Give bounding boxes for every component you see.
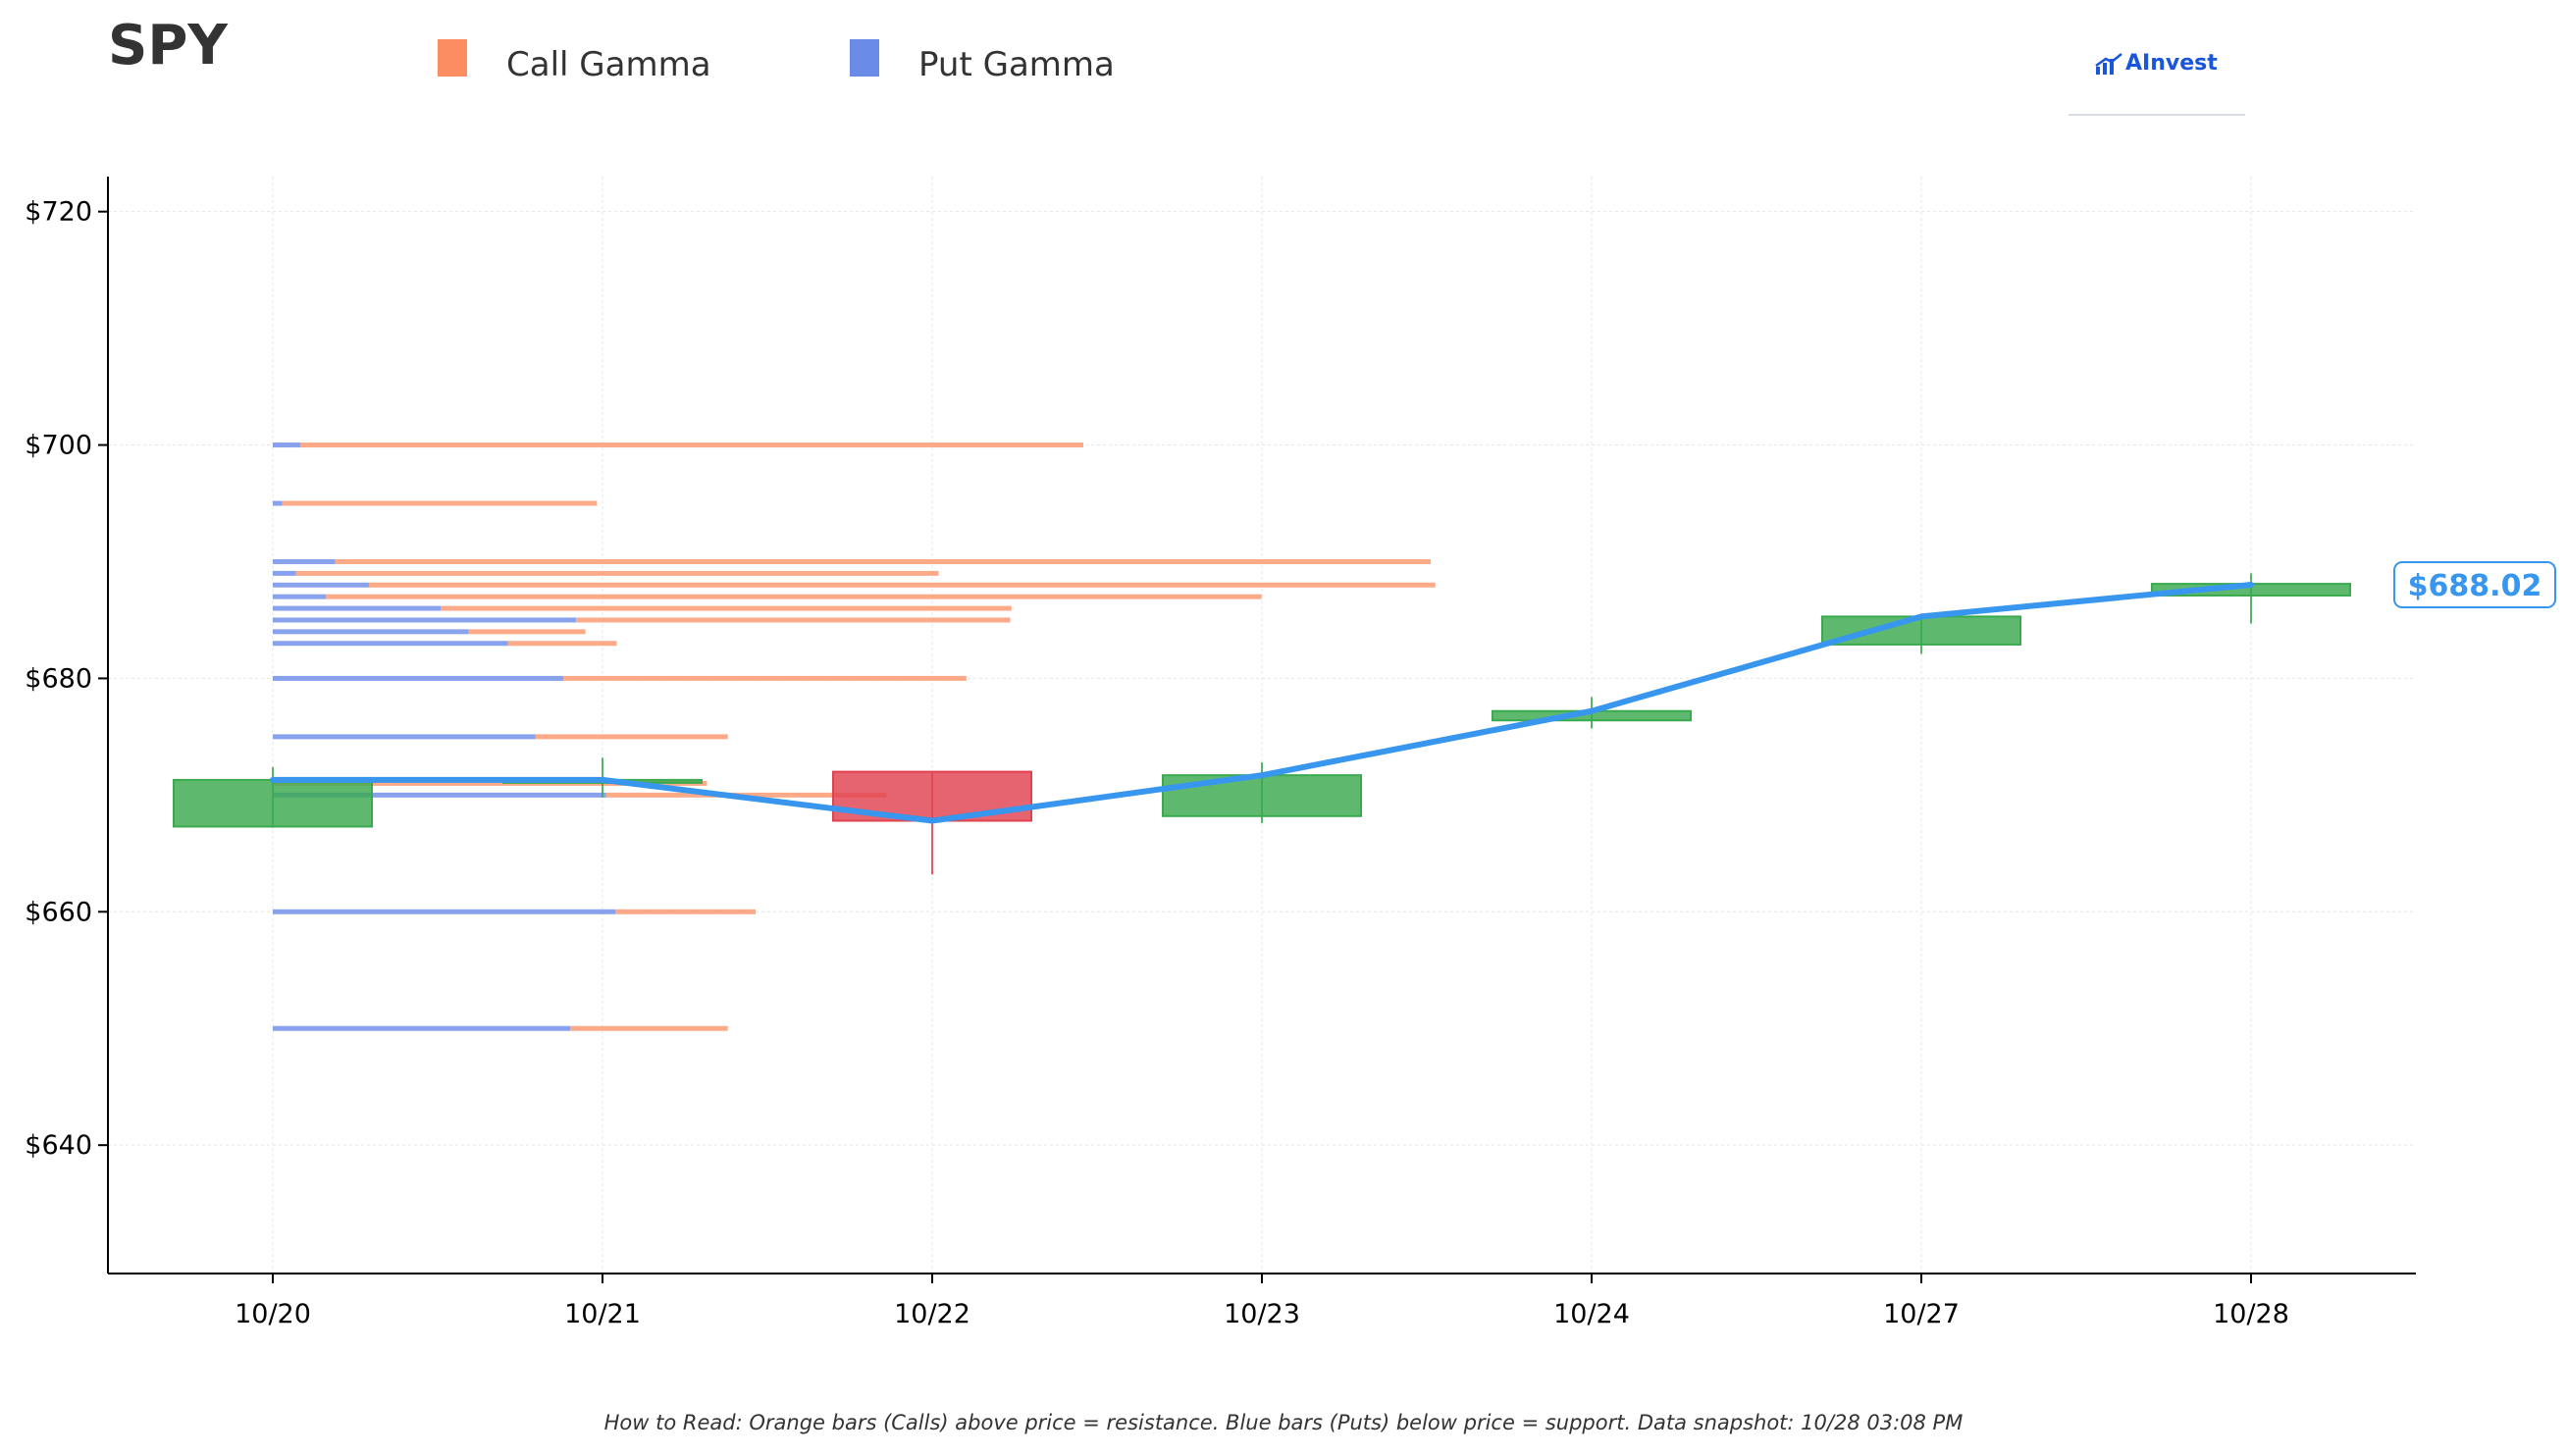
put-gamma-bar (273, 1025, 571, 1031)
candle-body (173, 778, 373, 828)
put-gamma-bar (273, 675, 564, 681)
put-gamma-bar (273, 792, 606, 798)
put-gamma-bar (273, 570, 296, 576)
call-gamma-legend-swatch (438, 39, 467, 77)
logo-chart-icon (2095, 53, 2122, 75)
x-tick-label: 10/28 (2213, 1299, 2289, 1329)
logo-text: AInvest (2125, 51, 2218, 76)
put-gamma-bar (273, 500, 283, 506)
call-gamma-bar (273, 780, 707, 786)
x-tick-label: 10/24 (1553, 1299, 1630, 1329)
put-gamma-bar (273, 582, 369, 588)
y-tick-label: $640 (25, 1130, 92, 1161)
call-gamma-legend-label: Call Gamma (506, 45, 711, 84)
candle-body (1162, 774, 1362, 817)
call-gamma-bar (326, 594, 1262, 599)
x-tick-label: 10/23 (1224, 1299, 1300, 1329)
put-gamma-bar (273, 558, 336, 564)
y-tick-label: $700 (25, 431, 92, 461)
call-gamma-bar (368, 582, 1436, 588)
last-price-label: $688.02 (2408, 569, 2542, 603)
axes: $640 $660 $680 $700 $720 10/20 10/21 10/22 10/23… (25, 177, 2416, 1329)
put-gamma-bar (273, 605, 442, 611)
x-tick-label: 10/27 (1883, 1299, 1960, 1329)
put-gamma-bar (273, 909, 616, 914)
call-gamma-bar (615, 909, 757, 914)
y-tick-label: $680 (25, 663, 92, 694)
y-tick-label: $660 (25, 897, 92, 927)
how-to-read-note: How to Read: Orange bars (Calls) above p… (603, 1411, 1964, 1434)
call-gamma-bar (576, 617, 1011, 623)
candle-body (1821, 615, 2021, 646)
x-tick-label: 10/20 (235, 1299, 311, 1329)
call-gamma-bar (468, 629, 586, 635)
put-gamma-bar (273, 641, 508, 647)
put-gamma-bar (273, 442, 301, 448)
call-gamma-bar (535, 734, 728, 740)
ticker-title: SPY (108, 14, 228, 78)
x-tick-label: 10/22 (894, 1299, 970, 1329)
call-gamma-bar (300, 442, 1083, 448)
put-gamma-bar (273, 594, 327, 599)
call-gamma-bar (570, 1025, 728, 1031)
call-gamma-bar (441, 605, 1012, 611)
y-tick-label: $720 (25, 197, 92, 228)
call-gamma-bar (563, 675, 967, 681)
last-price-badge (2393, 561, 2556, 609)
put-gamma-bar (273, 617, 577, 623)
call-gamma-bar (335, 558, 1432, 564)
put-gamma-legend-swatch (850, 39, 879, 77)
put-gamma-legend-label: Put Gamma (918, 45, 1115, 84)
put-gamma-bar (273, 734, 536, 740)
call-gamma-bar (507, 641, 617, 647)
x-tick-label: 10/21 (564, 1299, 641, 1329)
price-line-layer (270, 582, 2254, 824)
gamma-bars (273, 442, 1436, 1031)
call-gamma-bar (295, 570, 939, 576)
candlesticks (173, 573, 2351, 875)
price-line (270, 582, 2254, 824)
last-price-label-group: $688.02 (2393, 561, 2556, 609)
ainvest-logo: AInvest (2069, 43, 2245, 116)
put-gamma-bar (273, 629, 469, 635)
gridlines (108, 177, 2416, 1274)
call-gamma-bar (282, 500, 598, 506)
